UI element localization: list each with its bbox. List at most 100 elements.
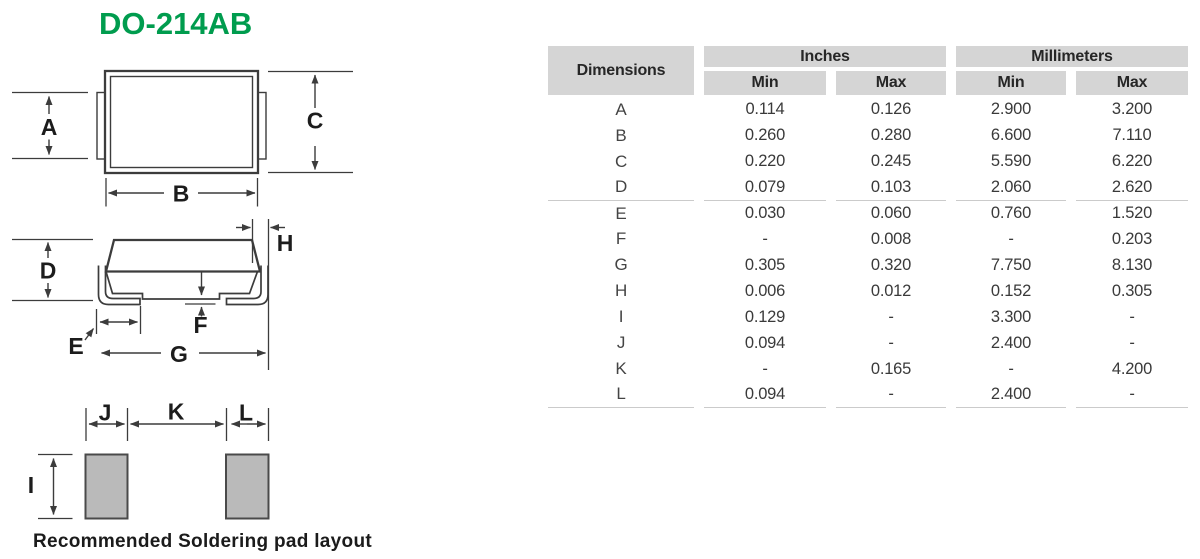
- dim-label-h: H: [277, 230, 294, 256]
- dim-label-f: F: [193, 312, 207, 338]
- table-cell-a-inch_min: 0.114: [704, 97, 826, 123]
- dimension-b: B: [105, 178, 259, 207]
- package-body-inner: [109, 75, 254, 169]
- table-cell-h-mm_max: 0.305: [1076, 278, 1188, 305]
- table-cell-k-dim: K: [548, 356, 694, 382]
- column-header-inches-min: Min: [704, 71, 826, 95]
- table-cell-k-mm_min: -: [956, 356, 1066, 382]
- table-cell-j-mm_max: -: [1076, 330, 1188, 357]
- table-cell-l-inch_max: -: [836, 381, 946, 408]
- table-cell-b-mm_min: 6.600: [956, 122, 1066, 149]
- table-cell-a-inch_max: 0.126: [836, 97, 946, 123]
- table-cell-b-inch_max: 0.280: [836, 122, 946, 149]
- table-cell-d-mm_max: 2.620: [1076, 174, 1188, 201]
- table-cell-j-inch_min: 0.094: [704, 330, 826, 357]
- table-cell-j-dim: J: [548, 330, 694, 357]
- table-cell-b-inch_min: 0.260: [704, 122, 826, 149]
- dim-label-l: L: [239, 400, 253, 426]
- table-cell-a-mm_max: 3.200: [1076, 97, 1188, 123]
- dimension-a: A: [12, 91, 88, 160]
- table-cell-j-mm_min: 2.400: [956, 330, 1066, 357]
- table-cell-g-mm_min: 7.750: [956, 252, 1066, 279]
- table-cell-b-dim: B: [548, 122, 694, 149]
- table-cell-c-inch_max: 0.245: [836, 148, 946, 175]
- dim-label-e: E: [68, 333, 83, 359]
- body-side-lower: [105, 271, 259, 300]
- table-cell-i-inch_max: -: [836, 304, 946, 331]
- dimension-e: E: [68, 306, 142, 359]
- right-solder-pad: [225, 453, 270, 520]
- table-cell-l-mm_min: 2.400: [956, 381, 1066, 408]
- group-header-inches: Inches: [704, 46, 946, 67]
- column-header-inches-max: Max: [836, 71, 946, 95]
- table-cell-l-inch_min: 0.094: [704, 381, 826, 408]
- table-cell-h-inch_min: 0.006: [704, 278, 826, 305]
- dimensions-table-header: Dimensions Inches Millimeters Min Max Mi…: [548, 46, 1188, 95]
- table-cell-g-inch_min: 0.305: [704, 252, 826, 279]
- dimensions-table-body: A 0.114 0.126 2.900 3.200 B 0.260 0.280 6.600 7.1…: [548, 97, 1188, 408]
- package-title: DO-214AB: [99, 6, 253, 41]
- right-lead: [225, 265, 269, 306]
- left-lead: [97, 265, 141, 306]
- table-cell-h-inch_max: 0.012: [836, 278, 946, 305]
- dimension-d: D: [12, 238, 93, 302]
- left-solder-pad: [84, 453, 129, 520]
- table-cell-i-mm_min: 3.300: [956, 304, 1066, 331]
- dimension-j: J: [88, 400, 125, 428]
- dim-label-j: J: [99, 400, 112, 426]
- table-cell-c-mm_min: 5.590: [956, 148, 1066, 175]
- dimension-f: F: [185, 272, 216, 338]
- dimension-k: K: [130, 399, 224, 428]
- table-cell-l-dim: L: [548, 381, 694, 408]
- table-cell-c-mm_max: 6.220: [1076, 148, 1188, 175]
- column-header-mm-min: Min: [956, 71, 1066, 95]
- table-cell-d-mm_min: 2.060: [956, 174, 1066, 201]
- dim-label-b: B: [173, 181, 190, 207]
- dimension-i: I: [28, 453, 73, 520]
- dimension-h: H: [236, 219, 293, 370]
- table-cell-i-dim: I: [548, 304, 694, 331]
- table-cell-g-mm_max: 8.130: [1076, 252, 1188, 279]
- body-side-upper: [104, 238, 262, 273]
- table-cell-d-inch_min: 0.079: [704, 174, 826, 201]
- table-cell-a-dim: A: [548, 97, 694, 123]
- table-cell-d-inch_max: 0.103: [836, 174, 946, 201]
- table-cell-e-mm_max: 1.520: [1076, 200, 1188, 227]
- pad-layout: J K L I: [28, 399, 270, 520]
- dim-label-k: K: [168, 399, 185, 425]
- dim-label-i: I: [28, 472, 34, 498]
- table-cell-e-inch_min: 0.030: [704, 200, 826, 227]
- dim-label-g: G: [170, 341, 188, 367]
- table-cell-j-inch_max: -: [836, 330, 946, 357]
- table-cell-c-inch_min: 0.220: [704, 148, 826, 175]
- top-view: A C B: [12, 69, 353, 207]
- table-cell-i-mm_max: -: [1076, 304, 1188, 331]
- dim-label-d: D: [40, 258, 57, 284]
- dim-label-c: C: [307, 108, 324, 134]
- table-cell-d-dim: D: [548, 174, 694, 201]
- table-cell-c-dim: C: [548, 148, 694, 175]
- column-header-dimensions: Dimensions: [548, 46, 694, 95]
- table-cell-a-mm_min: 2.900: [956, 97, 1066, 123]
- pad-layout-caption: Recommended Soldering pad layout: [33, 531, 372, 552]
- table-cell-e-dim: E: [548, 200, 694, 227]
- table-cell-f-inch_min: -: [704, 226, 826, 253]
- column-header-mm-max: Max: [1076, 71, 1188, 95]
- table-cell-e-inch_max: 0.060: [836, 200, 946, 227]
- table-cell-h-dim: H: [548, 278, 694, 305]
- table-cell-e-mm_min: 0.760: [956, 200, 1066, 227]
- table-cell-f-dim: F: [548, 226, 694, 253]
- table-cell-k-mm_max: 4.200: [1076, 356, 1188, 382]
- table-cell-f-mm_min: -: [956, 226, 1066, 253]
- table-cell-g-dim: G: [548, 252, 694, 279]
- table-cell-k-inch_max: 0.165: [836, 356, 946, 382]
- package-drawing-svg: A C B H D: [12, 69, 353, 520]
- table-cell-f-mm_max: 0.203: [1076, 226, 1188, 253]
- table-cell-g-inch_max: 0.320: [836, 252, 946, 279]
- table-cell-b-mm_max: 7.110: [1076, 122, 1188, 149]
- side-view: H D F E G: [12, 219, 293, 370]
- group-header-millimeters: Millimeters: [956, 46, 1188, 67]
- table-cell-i-inch_min: 0.129: [704, 304, 826, 331]
- table-cell-f-inch_max: 0.008: [836, 226, 946, 253]
- table-cell-l-mm_max: -: [1076, 381, 1188, 408]
